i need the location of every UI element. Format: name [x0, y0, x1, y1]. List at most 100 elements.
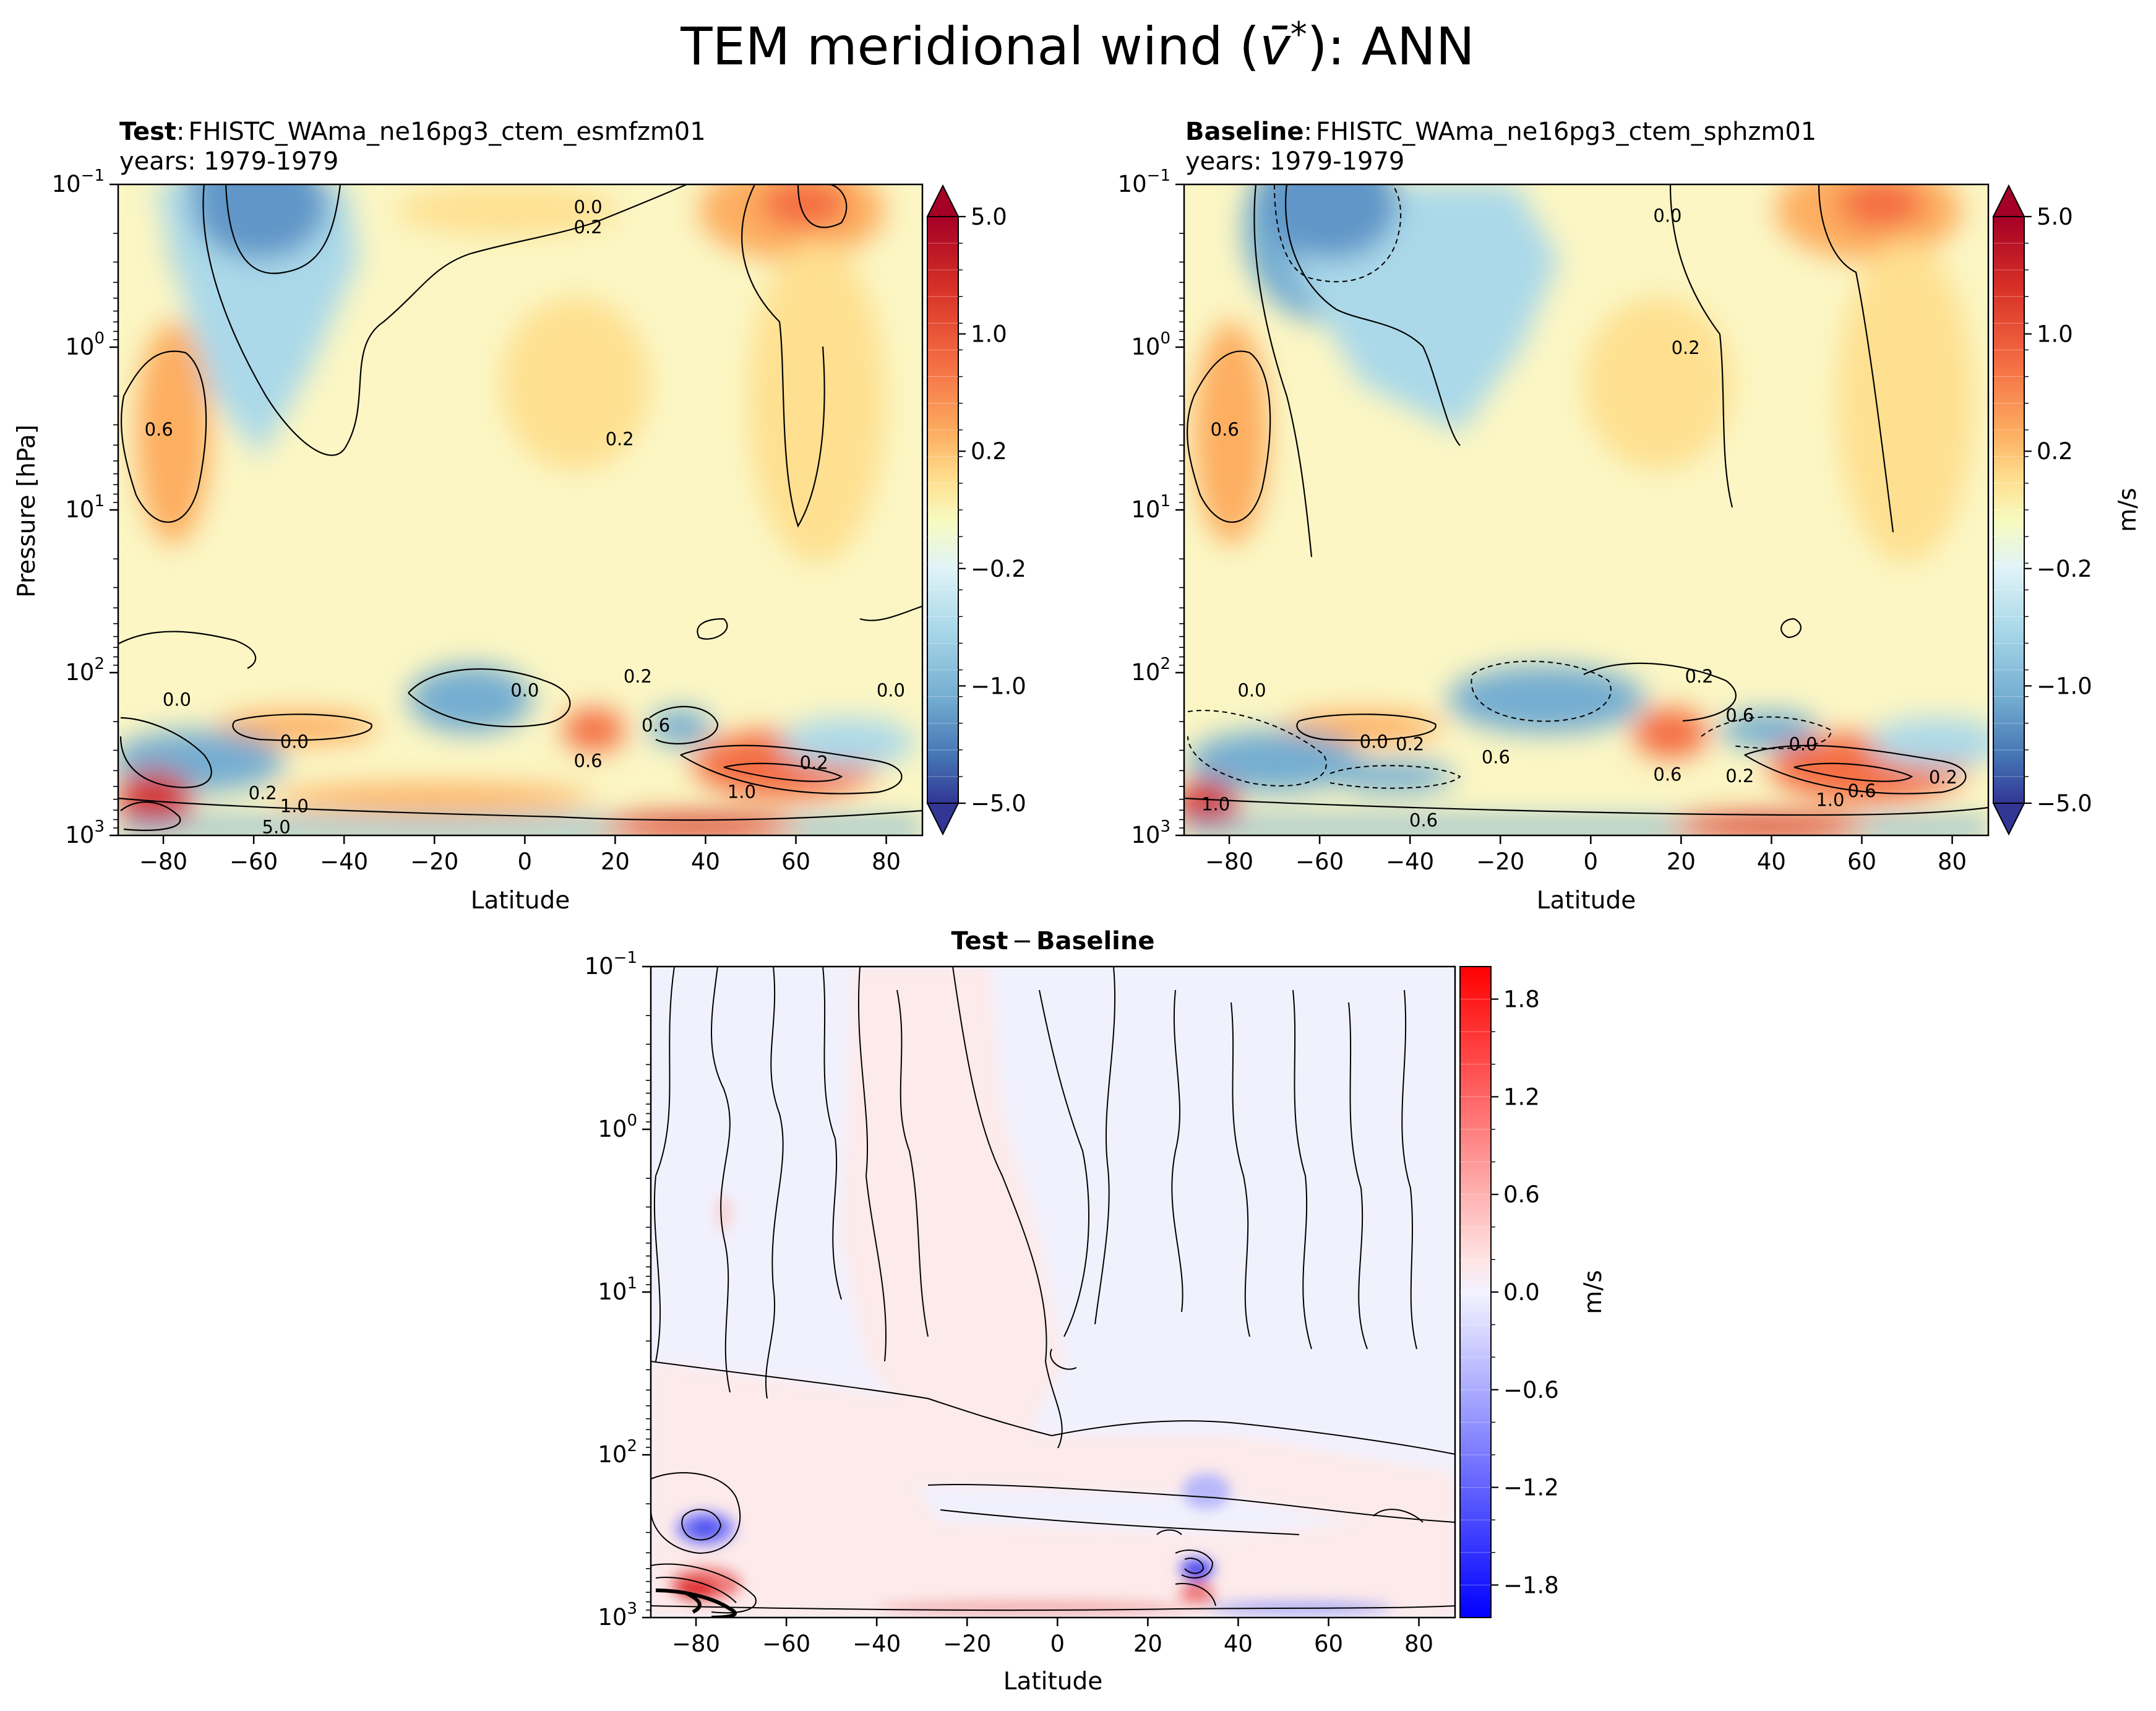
colorbar-tick-label: −5.0: [971, 790, 1026, 817]
test-ylabel: Pressure [hPa]: [13, 425, 41, 598]
contour-label: 0.0: [280, 731, 309, 752]
colorbar-tick-label: 1.2: [1503, 1084, 1540, 1110]
baseline-x-axis: −80 −60 −40 −20 0 20 40 60 80: [1205, 835, 1967, 875]
y-tick-label: 102: [1131, 655, 1170, 686]
test-panel-title: Test: FHISTC_WAma_ne16pg3_ctem_esmfzm01: [119, 118, 706, 146]
contour-label: 0.2: [624, 666, 652, 687]
y-tick-label: 10−1: [1118, 166, 1170, 197]
colorbar-tick-label: 5.0: [971, 204, 1007, 230]
x-tick-label: −20: [943, 1631, 991, 1657]
x-tick-label: −80: [672, 1631, 720, 1657]
x-tick-label: 80: [1938, 848, 1967, 875]
contour-label: 0.0: [1360, 731, 1388, 752]
test-y-axis: 10−1 100 101 102 103: [52, 166, 118, 848]
difference-y-axis: 10−1 100 101 102 103: [585, 949, 651, 1631]
difference-xlabel: Latitude: [1003, 1668, 1103, 1696]
test-colorbar-extend-max: [926, 184, 960, 217]
contour-label: 0.0: [1653, 205, 1681, 226]
contour-label: 0.2: [1685, 666, 1714, 687]
x-tick-label: 20: [1133, 1631, 1162, 1657]
contour-label: 0.6: [1409, 809, 1438, 830]
test-colorbar-extend-min: [926, 803, 960, 836]
x-tick-label: 20: [601, 848, 630, 875]
contour-label: 0.0: [510, 679, 539, 700]
y-tick-label: 103: [65, 817, 105, 848]
test-x-axis: −80 −60 −40 −20 0 20 40 60 80: [139, 835, 901, 875]
contour-label: 0.2: [1396, 733, 1424, 754]
contour-label: 0.6: [573, 750, 602, 771]
figure-title: TEM meridional wind (v̄*): ANN: [680, 15, 1474, 77]
test-panel: Test: FHISTC_WAma_ne16pg3_ctem_esmfzm01 y…: [13, 118, 1026, 915]
x-tick-label: 80: [872, 848, 901, 875]
difference-x-axis: −80 −60 −40 −20 0 20 40 60 80: [672, 1618, 1433, 1657]
contour-label: 0.6: [1211, 419, 1239, 440]
y-tick-label: 100: [1131, 329, 1170, 360]
contour-label: 0.2: [1725, 765, 1754, 787]
contour-label: 0.0: [573, 196, 602, 217]
contour-label: 0.6: [1725, 705, 1754, 726]
x-tick-label: −20: [410, 848, 458, 875]
baseline-colorbar-extend-max: [1992, 184, 2025, 217]
colorbar-tick-label: 5.0: [2037, 204, 2073, 230]
colorbar-tick-label: 0.2: [2037, 438, 2073, 465]
x-tick-label: −40: [853, 1631, 901, 1657]
colorbar-tick-label: −5.0: [2037, 790, 2092, 817]
contour-label: 0.6: [1653, 764, 1681, 785]
test-xlabel: Latitude: [471, 887, 570, 915]
x-tick-label: 0: [1050, 1631, 1065, 1657]
x-tick-label: −20: [1476, 848, 1524, 875]
contour-label: 0.0: [877, 679, 905, 700]
contour-label: 0.6: [145, 419, 173, 440]
x-tick-label: 40: [1224, 1631, 1253, 1657]
contour-label: 0.2: [1929, 767, 1957, 788]
difference-panel-title: Test − Baseline: [951, 927, 1155, 955]
colorbar-tick-label: 0.6: [1503, 1181, 1540, 1208]
baseline-colorbar-extend-min: [1992, 803, 2025, 836]
x-tick-label: −40: [320, 848, 368, 875]
y-tick-label: 103: [598, 1600, 637, 1631]
colorbar-tick-label: 1.0: [971, 321, 1007, 348]
contour-label: 0.6: [1847, 780, 1876, 801]
baseline-y-axis: 10−1 100 101 102 103: [1118, 166, 1184, 848]
y-tick-label: 10−1: [52, 166, 105, 197]
colorbar-tick-label: −1.2: [1503, 1475, 1559, 1501]
colorbar-tick-label: −1.0: [971, 673, 1026, 699]
colorbar-tick-label: 1.8: [1503, 986, 1540, 1013]
contour-label: 5.0: [262, 817, 291, 838]
colorbar-tick-label: 0.0: [1503, 1279, 1540, 1306]
x-tick-label: 60: [1314, 1631, 1343, 1657]
y-tick-label: 101: [598, 1274, 637, 1305]
y-tick-label: 102: [598, 1437, 637, 1468]
x-tick-label: 80: [1404, 1631, 1433, 1657]
contour-label: 1.0: [280, 795, 309, 816]
difference-colorbar: 1.8 1.2 0.6 0.0 −0.6 −1.2 −1.8 m/s: [1459, 966, 1607, 1618]
x-tick-label: −60: [1295, 848, 1344, 875]
baseline-colorbar-unit: m/s: [2114, 488, 2142, 532]
colorbar-tick-label: 1.0: [2037, 321, 2073, 348]
contour-label: 1.0: [1816, 790, 1844, 811]
contour-label: 0.0: [1789, 733, 1817, 754]
contour-label: 0.2: [606, 428, 634, 449]
contour-label: 0.6: [642, 715, 670, 736]
baseline-field: 0.00.20.60.00.20.60.60.0 0.20.6 0.20.01.0 0…: [1184, 184, 1988, 835]
x-tick-label: −40: [1386, 848, 1434, 875]
contour-label: 0.2: [573, 217, 602, 238]
y-tick-label: 10−1: [585, 949, 637, 980]
baseline-xlabel: Latitude: [1537, 887, 1636, 915]
contour-label: 1.0: [728, 782, 756, 803]
x-tick-label: 0: [518, 848, 533, 875]
contour-label: 0.0: [163, 689, 191, 710]
contour-label: 0.2: [249, 783, 277, 804]
test-contour-labels: 0.00.21.00.6 0.20.00.20.00.00.60.60.21.00…: [145, 184, 905, 838]
x-tick-label: −80: [139, 848, 187, 875]
y-tick-label: 101: [65, 492, 105, 523]
x-tick-label: 60: [781, 848, 810, 875]
baseline-panel-subtitle: years: 1979-1979: [1185, 147, 1404, 176]
colorbar-tick-label: 0.2: [971, 438, 1007, 465]
colorbar-tick-label: −1.8: [1503, 1572, 1559, 1598]
baseline-colorbar: 5.0 1.0 0.2 −0.2 −1.0 −5.0 m/s: [1992, 184, 2142, 836]
x-tick-label: −80: [1205, 848, 1253, 875]
y-tick-label: 101: [1131, 492, 1170, 523]
difference-colorbar-unit: m/s: [1579, 1270, 1607, 1314]
